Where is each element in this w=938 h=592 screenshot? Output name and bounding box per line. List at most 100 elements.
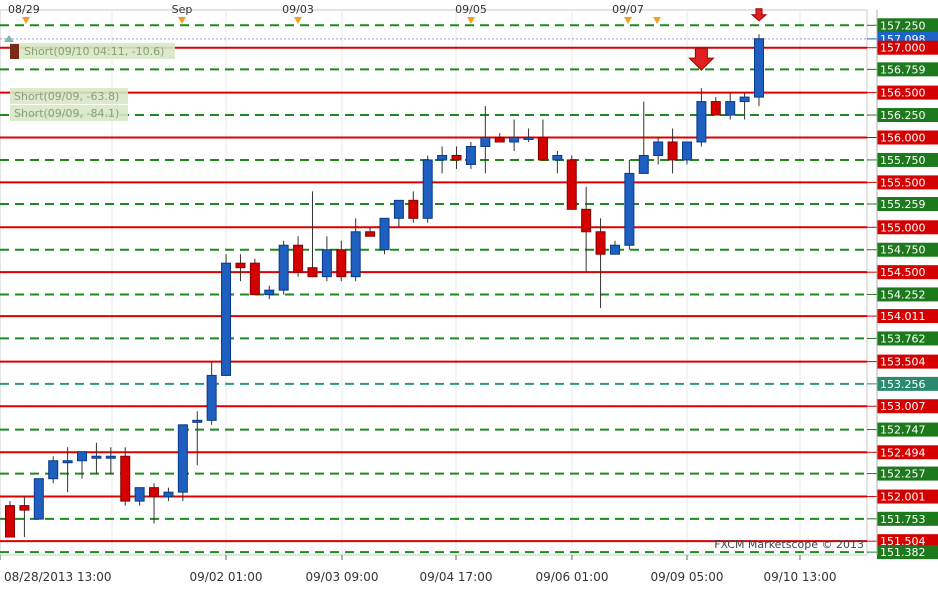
candle-body: [422, 159, 433, 219]
position-label-bg: [10, 105, 128, 121]
price-label-bg: [877, 242, 938, 257]
session-marker-icon: [178, 17, 186, 24]
price-label: 155.259: [880, 198, 926, 211]
time-label: 09/04 17:00: [420, 570, 493, 584]
candle-body: [235, 262, 246, 269]
time-label: 09/06 01:00: [536, 570, 609, 584]
price-label-bg: [877, 130, 938, 145]
candle-body: [638, 154, 649, 174]
candle-body: [754, 38, 764, 98]
candle-body: [77, 451, 88, 462]
price-label: 156.000: [880, 131, 926, 144]
time-label: 09/10 13:00: [764, 570, 837, 584]
candle-body: [609, 244, 620, 255]
price-label-bg: [877, 422, 938, 437]
price-label: 154.011: [880, 310, 926, 323]
price-label: 156.250: [880, 109, 926, 122]
position-label: Short(09/09, -63.8): [14, 90, 119, 103]
price-label: 152.747: [880, 424, 926, 437]
price-label-bg: [877, 545, 938, 560]
candle-body: [408, 199, 419, 219]
candle-body: [681, 141, 692, 161]
top-date-label: Sep: [172, 3, 193, 16]
price-label: 155.500: [880, 176, 926, 189]
candle-body: [480, 136, 491, 147]
candle-body: [33, 478, 44, 520]
price-label-bg: [877, 175, 938, 190]
price-label: 156.759: [880, 63, 926, 76]
candle-body: [465, 145, 476, 165]
time-label: 09/09 05:00: [651, 570, 724, 584]
price-label-bg: [877, 399, 938, 414]
plot-area: [0, 9, 868, 556]
price-label: 153.504: [880, 356, 926, 369]
candle-body: [350, 231, 361, 278]
candle-body: [120, 455, 131, 502]
watermark: FXCM Marketscope © 2013: [714, 538, 864, 551]
top-date-label: 09/07: [612, 3, 644, 16]
price-label-bg: [877, 354, 938, 369]
position-marker-icon: [10, 44, 19, 59]
candle-body: [336, 249, 347, 278]
candle-body: [552, 154, 563, 161]
price-label-bg: [877, 62, 938, 77]
price-label-bg: [877, 220, 938, 235]
price-label: 157.250: [880, 19, 926, 32]
candle-body: [278, 244, 289, 291]
session-marker-icon: [624, 17, 632, 24]
price-label-bg: [877, 152, 938, 167]
candle-body: [5, 505, 15, 538]
scroll-up-icon[interactable]: [4, 35, 14, 42]
candle-body: [710, 101, 721, 116]
candle-body: [739, 96, 750, 103]
candle-body: [264, 289, 275, 296]
candle-body: [293, 244, 304, 273]
candle-body: [163, 491, 174, 498]
position-label: Short(09/09, -84.1): [14, 107, 119, 120]
candle-body: [653, 141, 664, 156]
session-marker-icon: [653, 17, 661, 24]
candle-body: [624, 172, 635, 246]
candle-body: [566, 159, 577, 210]
price-label: 153.762: [880, 332, 926, 345]
price-label-bg: [877, 534, 938, 549]
price-label-bg: [877, 376, 938, 391]
position-label: Short(09/10 04:11, -10.6): [24, 45, 164, 58]
candle-body: [509, 136, 520, 143]
sell-signal-arrow: [750, 8, 768, 22]
price-label: 151.753: [880, 513, 926, 526]
candle-body: [48, 460, 59, 480]
price-label-bg: [877, 466, 938, 481]
top-date-label: 08/29: [8, 3, 40, 16]
candle-body: [206, 374, 217, 421]
top-date-label: 09/05: [455, 3, 487, 16]
position-label-bg: [10, 88, 128, 104]
candle-body: [177, 424, 188, 493]
price-label-bg: [877, 108, 938, 123]
candle-body: [437, 154, 448, 161]
price-label-bg: [877, 18, 938, 33]
session-marker-icon: [467, 17, 475, 24]
price-label-bg: [877, 309, 938, 324]
candle-body: [365, 231, 376, 237]
candle-body: [105, 455, 116, 459]
price-label-bg: [877, 265, 938, 280]
price-label: 152.257: [880, 468, 926, 481]
session-marker-icon: [22, 17, 30, 24]
top-date-label: 09/03: [282, 3, 314, 16]
session-marker-icon: [294, 17, 302, 24]
candle-body: [134, 487, 145, 502]
candle-body: [221, 262, 232, 376]
price-label: 155.750: [880, 154, 926, 167]
candle-body: [696, 101, 707, 143]
candle-body: [249, 262, 260, 296]
time-label: 09/02 01:00: [190, 570, 263, 584]
price-label-bg: [877, 197, 938, 212]
candle-body: [91, 455, 102, 459]
price-label: 157.000: [880, 42, 926, 55]
price-label: 152.001: [880, 491, 926, 504]
candle-body: [19, 505, 30, 511]
time-label: 08/28/2013 13:00: [4, 570, 112, 584]
candle-body: [725, 101, 736, 116]
